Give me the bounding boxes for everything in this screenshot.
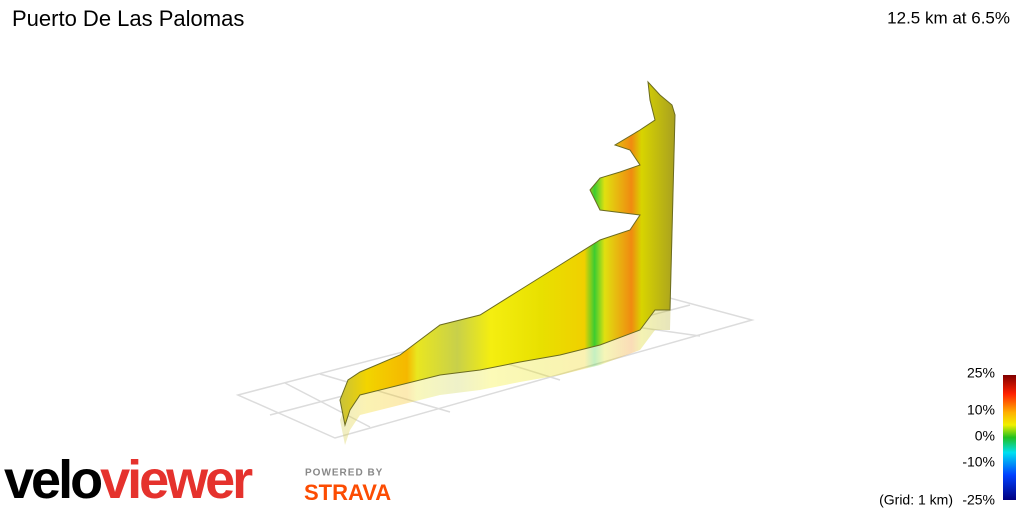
legend-label: -10% bbox=[962, 454, 995, 470]
legend-label: -25% bbox=[962, 492, 995, 508]
legend-label: 0% bbox=[975, 428, 995, 444]
summary: 12.5 km at 6.5% bbox=[887, 8, 1010, 27]
logo-part: velo bbox=[4, 450, 101, 510]
title: Puerto De Las Palomas bbox=[12, 6, 244, 31]
legend-label: 25% bbox=[967, 365, 995, 381]
profile-ribbon bbox=[339, 80, 676, 427]
legend: 25% 10% 0% -10% -25% (Grid: 1 km) bbox=[879, 365, 995, 508]
partner: STRAVA bbox=[304, 480, 391, 505]
legend-label: 10% bbox=[967, 402, 995, 418]
logo-part: viewer bbox=[100, 450, 253, 510]
grid-note: (Grid: 1 km) bbox=[879, 492, 953, 508]
logo: veloviewer bbox=[4, 450, 253, 510]
color-scale bbox=[1003, 375, 1016, 500]
powered-by: POWERED BY bbox=[305, 468, 383, 479]
